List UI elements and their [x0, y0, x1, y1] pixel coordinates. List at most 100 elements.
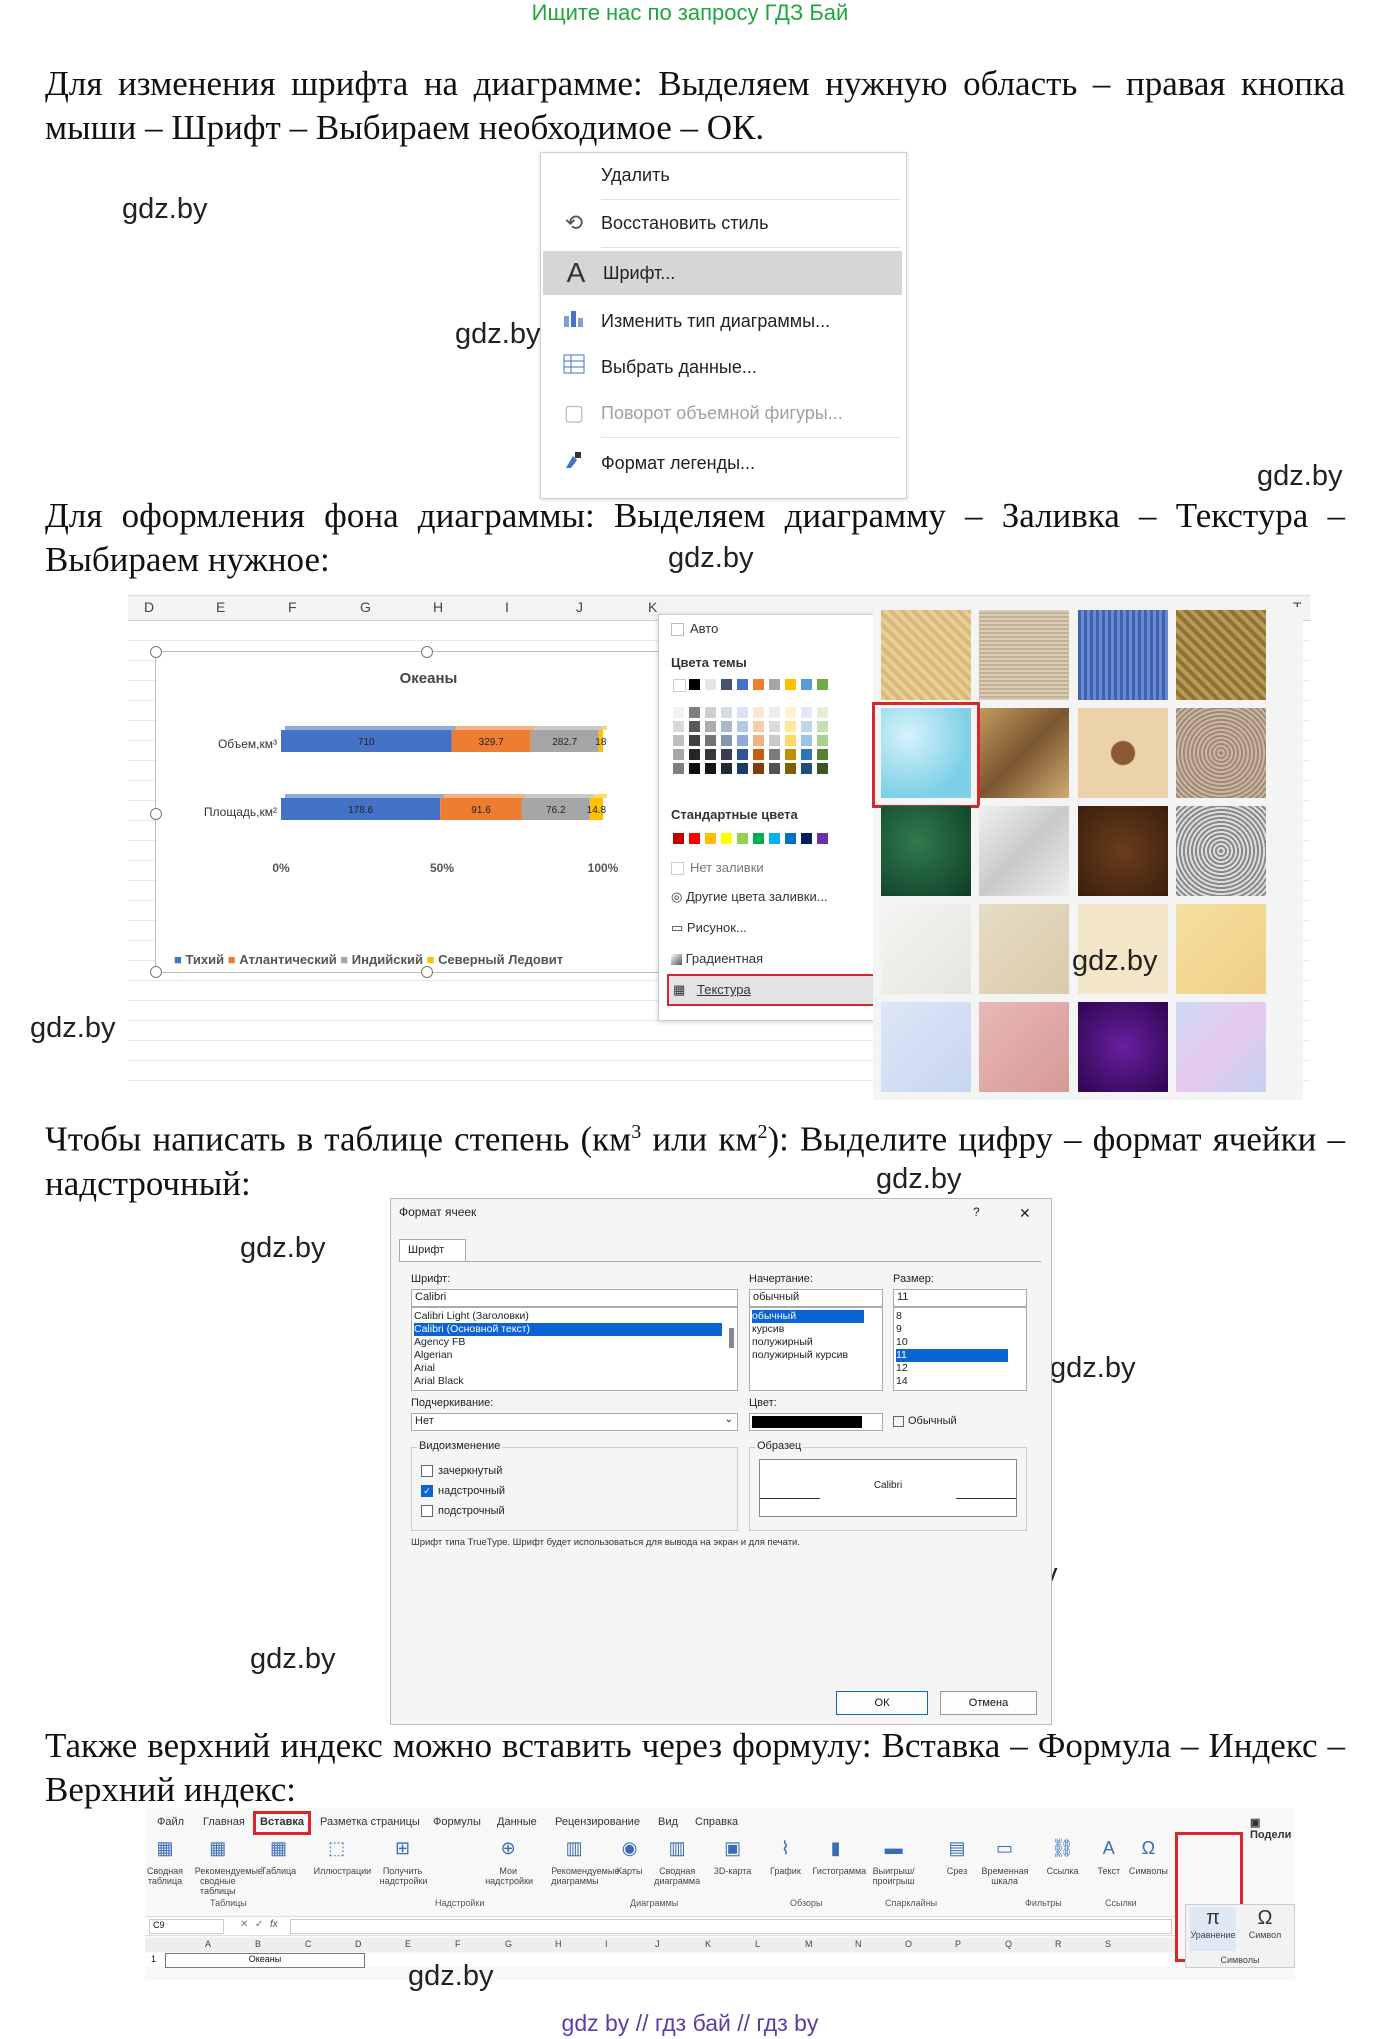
- normal-checkbox[interactable]: Обычный: [893, 1415, 957, 1427]
- check-icon[interactable]: ✓: [255, 1919, 264, 1930]
- color-swatch[interactable]: [785, 735, 796, 746]
- color-swatch[interactable]: [801, 721, 812, 732]
- list-item[interactable]: Calibri Light (Заголовки): [414, 1310, 529, 1322]
- color-swatch[interactable]: [817, 833, 828, 844]
- tab-formulas[interactable]: Формулы: [433, 1816, 481, 1828]
- color-swatch[interactable]: [705, 707, 716, 718]
- texture-water-droplets[interactable]: [881, 708, 971, 798]
- ribbon-button-label[interactable]: Ссылка: [1046, 1866, 1079, 1876]
- tab-font[interactable]: Шрифт: [399, 1239, 466, 1262]
- color-swatch[interactable]: [737, 763, 748, 774]
- color-swatch[interactable]: [737, 721, 748, 732]
- merged-cell[interactable]: Океаны: [165, 1953, 365, 1968]
- ribbon-button-label[interactable]: Мои надстройки: [485, 1866, 534, 1886]
- color-swatch[interactable]: [785, 721, 796, 732]
- texture-green-marble[interactable]: [881, 806, 971, 896]
- color-swatch[interactable]: [705, 763, 716, 774]
- picture-option[interactable]: Рисунок...: [686, 920, 747, 935]
- color-swatch[interactable]: [801, 707, 812, 718]
- color-swatch[interactable]: [673, 763, 684, 774]
- color-swatch[interactable]: [705, 833, 716, 844]
- color-swatch[interactable]: [673, 833, 684, 844]
- list-item[interactable]: Arial: [414, 1362, 436, 1374]
- color-swatch[interactable]: [785, 749, 796, 760]
- color-swatch[interactable]: [785, 833, 796, 844]
- texture-recycled-paper[interactable]: [979, 904, 1069, 994]
- ribbon-button-label[interactable]: Рекомендуемые диаграммы: [551, 1866, 620, 1886]
- color-swatch[interactable]: [721, 735, 732, 746]
- close-icon[interactable]: ✕: [1019, 1205, 1031, 1221]
- color-swatch[interactable]: [785, 707, 796, 718]
- color-swatch[interactable]: [801, 763, 812, 774]
- tab-home[interactable]: Главная: [203, 1816, 245, 1828]
- color-swatch[interactable]: [769, 763, 780, 774]
- color-swatch[interactable]: [721, 679, 732, 690]
- tab-insert[interactable]: Вставка: [260, 1816, 304, 1828]
- list-item[interactable]: полужирный курсив: [752, 1349, 849, 1361]
- color-swatch[interactable]: [689, 749, 700, 760]
- texture-parchment[interactable]: [1078, 904, 1168, 994]
- style-list[interactable]: обычный курсив полужирный полужирный кур…: [749, 1307, 883, 1391]
- color-swatch[interactable]: [737, 833, 748, 844]
- color-swatch[interactable]: [817, 707, 828, 718]
- color-swatch[interactable]: [753, 707, 764, 718]
- list-item[interactable]: Agency FB: [414, 1336, 466, 1348]
- color-swatch[interactable]: [689, 679, 700, 690]
- menu-item-3d-rotation[interactable]: ▢ Поворот объемной фигуры...: [541, 391, 904, 435]
- color-swatch[interactable]: [801, 735, 812, 746]
- texture-paper-bag[interactable]: [979, 708, 1069, 798]
- color-swatch[interactable]: [753, 721, 764, 732]
- symbol-button[interactable]: Ω Символ: [1242, 1907, 1288, 1951]
- texture-blue-tissue[interactable]: [881, 1002, 971, 1092]
- cancel-icon[interactable]: ✕: [240, 1919, 249, 1930]
- color-swatch[interactable]: [753, 833, 764, 844]
- color-swatch[interactable]: [673, 735, 684, 746]
- color-swatch[interactable]: [705, 735, 716, 746]
- color-swatch[interactable]: [673, 721, 684, 732]
- color-swatch[interactable]: [673, 679, 686, 692]
- texture-pink-tissue[interactable]: [979, 1002, 1069, 1092]
- color-picker[interactable]: [749, 1413, 883, 1431]
- color-swatch[interactable]: [769, 721, 780, 732]
- size-input[interactable]: 11: [893, 1289, 1027, 1307]
- color-swatch[interactable]: [737, 735, 748, 746]
- ribbon-button-label[interactable]: Текст: [1097, 1866, 1121, 1876]
- menu-item-reset-style[interactable]: ⟲ Восстановить стиль: [541, 201, 904, 245]
- bar[interactable]: [281, 730, 452, 752]
- chart-resize-handle[interactable]: [150, 646, 162, 658]
- chart-resize-handle[interactable]: [150, 808, 162, 820]
- color-swatch[interactable]: [737, 749, 748, 760]
- menu-item-format-legend[interactable]: Формат легенды...: [541, 441, 904, 485]
- color-swatch[interactable]: [721, 707, 732, 718]
- tab-file[interactable]: Файл: [157, 1816, 185, 1828]
- bar[interactable]: [451, 730, 531, 752]
- color-swatch[interactable]: [721, 763, 732, 774]
- list-item[interactable]: Arial Black: [414, 1375, 464, 1387]
- texture-white-marble[interactable]: [979, 806, 1069, 896]
- name-box[interactable]: C9: [149, 1919, 224, 1934]
- color-swatch[interactable]: [769, 679, 780, 690]
- color-swatch[interactable]: [689, 833, 700, 844]
- color-swatch[interactable]: [689, 763, 700, 774]
- color-swatch[interactable]: [785, 679, 796, 690]
- color-swatch[interactable]: [817, 679, 828, 690]
- ribbon-button-label[interactable]: Карты: [616, 1866, 643, 1876]
- list-item[interactable]: 14: [896, 1375, 908, 1387]
- tab-help[interactable]: Справка: [695, 1816, 739, 1828]
- bar[interactable]: [281, 798, 441, 820]
- texture-woven-mat[interactable]: [1176, 610, 1266, 700]
- color-swatch[interactable]: [705, 721, 716, 732]
- list-item[interactable]: обычный: [752, 1310, 864, 1323]
- underline-select[interactable]: Нет ⌄: [411, 1413, 738, 1431]
- color-swatch[interactable]: [689, 735, 700, 746]
- footer-links[interactable]: gdz by // гдз бай // гдз by: [561, 2010, 819, 2036]
- color-swatch[interactable]: [689, 721, 700, 732]
- list-item[interactable]: 12: [896, 1362, 908, 1374]
- equation-button[interactable]: π Уравнение: [1190, 1907, 1236, 1951]
- texture-newsprint[interactable]: [881, 904, 971, 994]
- color-swatch[interactable]: [721, 833, 732, 844]
- strikethrough-checkbox[interactable]: зачеркнутый: [421, 1465, 502, 1478]
- list-item[interactable]: Calibri (Основной текст): [414, 1323, 722, 1336]
- color-swatch[interactable]: [801, 749, 812, 760]
- color-swatch[interactable]: [673, 749, 684, 760]
